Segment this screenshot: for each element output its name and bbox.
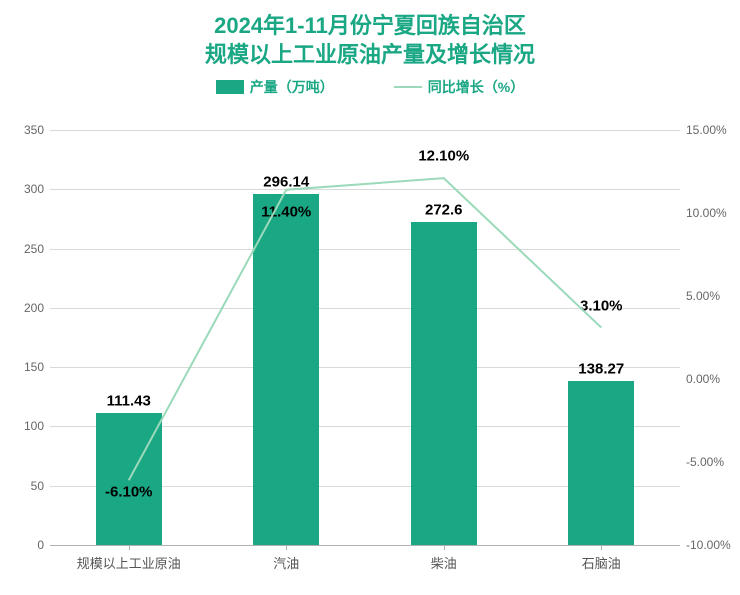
y-tick-right: -5.00% [686,455,724,469]
bar [253,194,319,545]
gridline [50,545,680,546]
y-tick-right: 0.00% [686,372,720,386]
legend-line: 同比增长（%） [394,77,524,97]
bar-value-label: 111.43 [107,392,151,409]
legend-bar: 产量（万吨） [216,77,334,97]
gridline [50,130,680,131]
title-line-1: 2024年1-11月份宁夏回族自治区 [0,12,740,41]
y-tick-left: 100 [24,419,44,433]
legend-bar-label: 产量（万吨） [250,77,334,97]
y-tick-left: 200 [24,301,44,315]
title-line-2: 规模以上工业原油产量及增长情况 [0,41,740,70]
y-tick-left: 0 [37,538,44,552]
bar-value-label: 138.27 [578,361,624,378]
line-value-label: -6.10% [105,484,153,501]
x-tick-label: 规模以上工业原油 [77,553,181,572]
bar [411,222,477,545]
line-value-label: 3.10% [580,297,623,314]
bar [96,413,162,545]
y-tick-left: 250 [24,242,44,256]
gridline [50,249,680,250]
x-tick-mark [286,545,287,550]
legend: 产量（万吨） 同比增长（%） [0,77,740,97]
x-tick-label: 柴油 [431,553,457,572]
legend-line-swatch [394,86,422,88]
bar-value-label: 272.6 [425,201,463,218]
line-value-label: 11.40% [261,203,311,220]
x-tick-mark [601,545,602,550]
legend-bar-swatch [216,80,244,94]
y-tick-right: -10.00% [686,538,731,552]
chart-container: 2024年1-11月份宁夏回族自治区 规模以上工业原油产量及增长情况 产量（万吨… [0,0,740,595]
x-tick-label: 石脑油 [582,553,621,572]
bar [568,381,634,545]
line-value-label: 12.10% [418,148,469,165]
y-tick-right: 10.00% [686,206,727,220]
bar-value-label: 296.14 [263,173,309,190]
gridline [50,189,680,190]
y-tick-right: 5.00% [686,289,720,303]
legend-line-label: 同比增长（%） [428,77,524,97]
y-tick-right: 15.00% [686,123,727,137]
x-tick-mark [129,545,130,550]
x-tick-label: 汽油 [273,553,299,572]
plot-area: 050100150200250300350-10.00%-5.00%0.00%5… [50,130,680,545]
chart-title: 2024年1-11月份宁夏回族自治区 规模以上工业原油产量及增长情况 [0,0,740,69]
y-tick-left: 350 [24,123,44,137]
x-tick-mark [444,545,445,550]
y-tick-left: 50 [31,479,44,493]
y-tick-left: 300 [24,182,44,196]
y-tick-left: 150 [24,360,44,374]
